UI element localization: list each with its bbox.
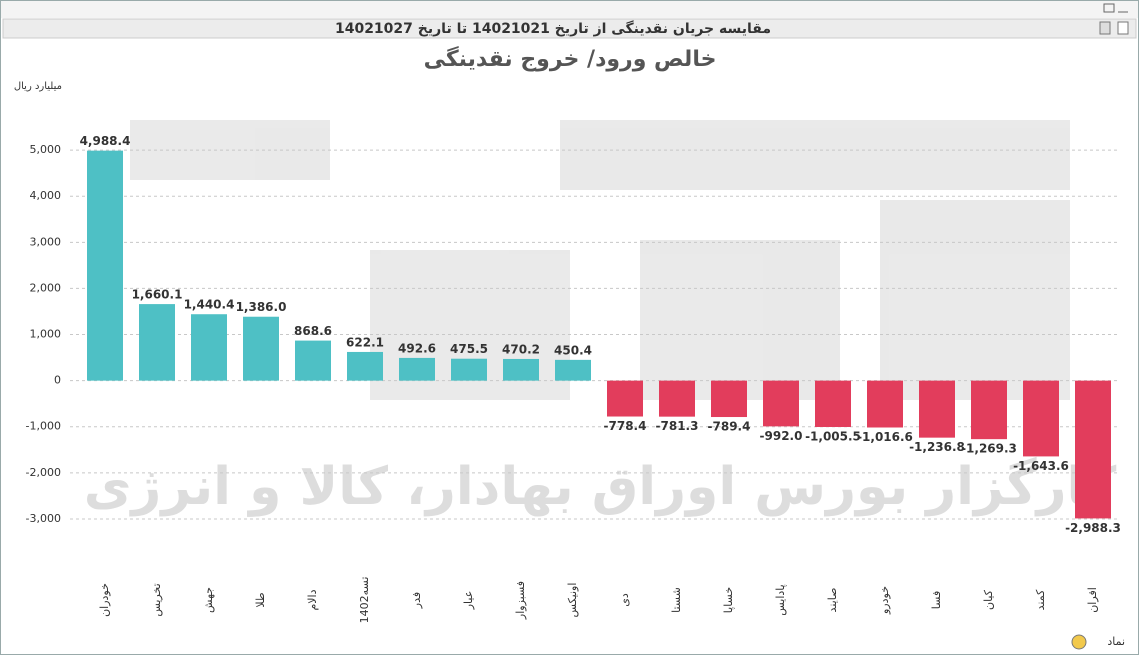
value-label: 1,660.1 — [132, 288, 183, 302]
x-tick-label: شستا — [670, 587, 683, 613]
value-label: 1,440.4 — [184, 298, 235, 312]
value-label: -778.4 — [604, 419, 647, 433]
x-tick-label: افران — [1086, 587, 1099, 613]
bar — [1075, 380, 1111, 519]
maximize-button[interactable] — [1103, 3, 1115, 13]
bar — [919, 380, 955, 438]
y-tick-label: 2,000 — [30, 281, 62, 294]
x-tick-label: خودرو — [878, 586, 891, 615]
bar — [607, 380, 643, 417]
chart-title: خالص ورود/ خروج نقدینگی — [424, 45, 717, 72]
value-label: 868.6 — [294, 324, 332, 338]
bar — [763, 380, 799, 427]
bar — [347, 351, 383, 381]
x-tick-label: عیار — [462, 591, 475, 611]
value-label: -781.3 — [656, 419, 699, 433]
toolbar — [1, 1, 1138, 18]
x-axis-label: نماد — [1107, 635, 1125, 648]
symbol-icon[interactable] — [1071, 634, 1087, 650]
x-tick-label: اونیکس — [566, 583, 579, 618]
y-tick-label: -3,000 — [26, 512, 61, 525]
bar — [867, 380, 903, 428]
value-label: -1,269.3 — [961, 442, 1017, 456]
x-tick-label: فدر — [410, 592, 423, 609]
value-label: -2,988.3 — [1065, 521, 1121, 535]
y-tick-label: -2,000 — [26, 466, 61, 479]
x-tick-label: کیان — [982, 589, 995, 610]
x-tick-label: فسبزوار — [514, 581, 527, 620]
y-tick-label: -1,000 — [26, 420, 61, 433]
y-tick-label: 5,000 — [30, 143, 62, 156]
x-tick-label: خساپا — [722, 587, 735, 613]
x-tick-label: پادایس — [774, 584, 787, 615]
x-tick-label: کمند — [1034, 589, 1047, 610]
value-label: 475.5 — [450, 342, 488, 356]
value-label: -789.4 — [708, 420, 751, 434]
y-tick-label: 4,000 — [30, 189, 62, 202]
x-tick-label: جهش — [202, 587, 215, 613]
value-label: -1,643.6 — [1013, 459, 1069, 473]
y-axis-label: میلیارد ریال — [14, 81, 62, 92]
export-icon[interactable] — [1099, 21, 1111, 35]
bar — [1023, 380, 1059, 457]
bar — [87, 150, 123, 381]
x-tick-label: خودران — [98, 583, 111, 617]
bar — [243, 316, 279, 381]
x-tick-label: صایند — [826, 588, 839, 613]
value-label: 622.1 — [346, 335, 384, 349]
value-label: 450.4 — [554, 343, 592, 357]
y-tick-label: 0 — [54, 374, 61, 387]
value-label: -1,236.8 — [909, 440, 965, 454]
bar — [555, 359, 591, 381]
value-label: -992.0 — [760, 429, 803, 443]
y-tick-label: 3,000 — [30, 235, 62, 248]
x-tick-label: دی — [618, 593, 631, 607]
value-label: 470.2 — [502, 342, 540, 356]
bar — [659, 380, 695, 417]
x-tick-label: تسه1402 — [358, 577, 371, 624]
value-label: -1,005.5 — [805, 429, 861, 443]
y-tick-label: 1,000 — [30, 328, 62, 341]
x-tick-label: طلا — [254, 592, 267, 608]
x-tick-label: تخریس — [150, 583, 163, 616]
bar — [711, 380, 747, 418]
bar — [139, 304, 175, 381]
bar — [503, 358, 539, 381]
value-label: 1,386.0 — [236, 300, 287, 314]
bar — [191, 314, 227, 381]
x-tick-label: دالام — [306, 589, 319, 610]
window-title: مقایسه جریان نقدینگی از تاریخ 14021021 ت… — [335, 20, 771, 37]
bar — [295, 340, 331, 381]
x-tick-label: فسا — [930, 591, 943, 609]
bar — [451, 358, 487, 381]
bar — [399, 357, 435, 381]
title-bar — [2, 18, 1137, 39]
bar — [971, 380, 1007, 440]
watermark-text: کارگزار بورس اوراق بهادار، کالا و انرژی — [84, 456, 1117, 517]
bar — [815, 380, 851, 427]
value-label: 492.6 — [398, 341, 436, 355]
value-label: 4,988.4 — [80, 134, 131, 148]
excel-icon[interactable] — [1117, 21, 1129, 35]
value-label: -1,016.6 — [857, 430, 913, 444]
